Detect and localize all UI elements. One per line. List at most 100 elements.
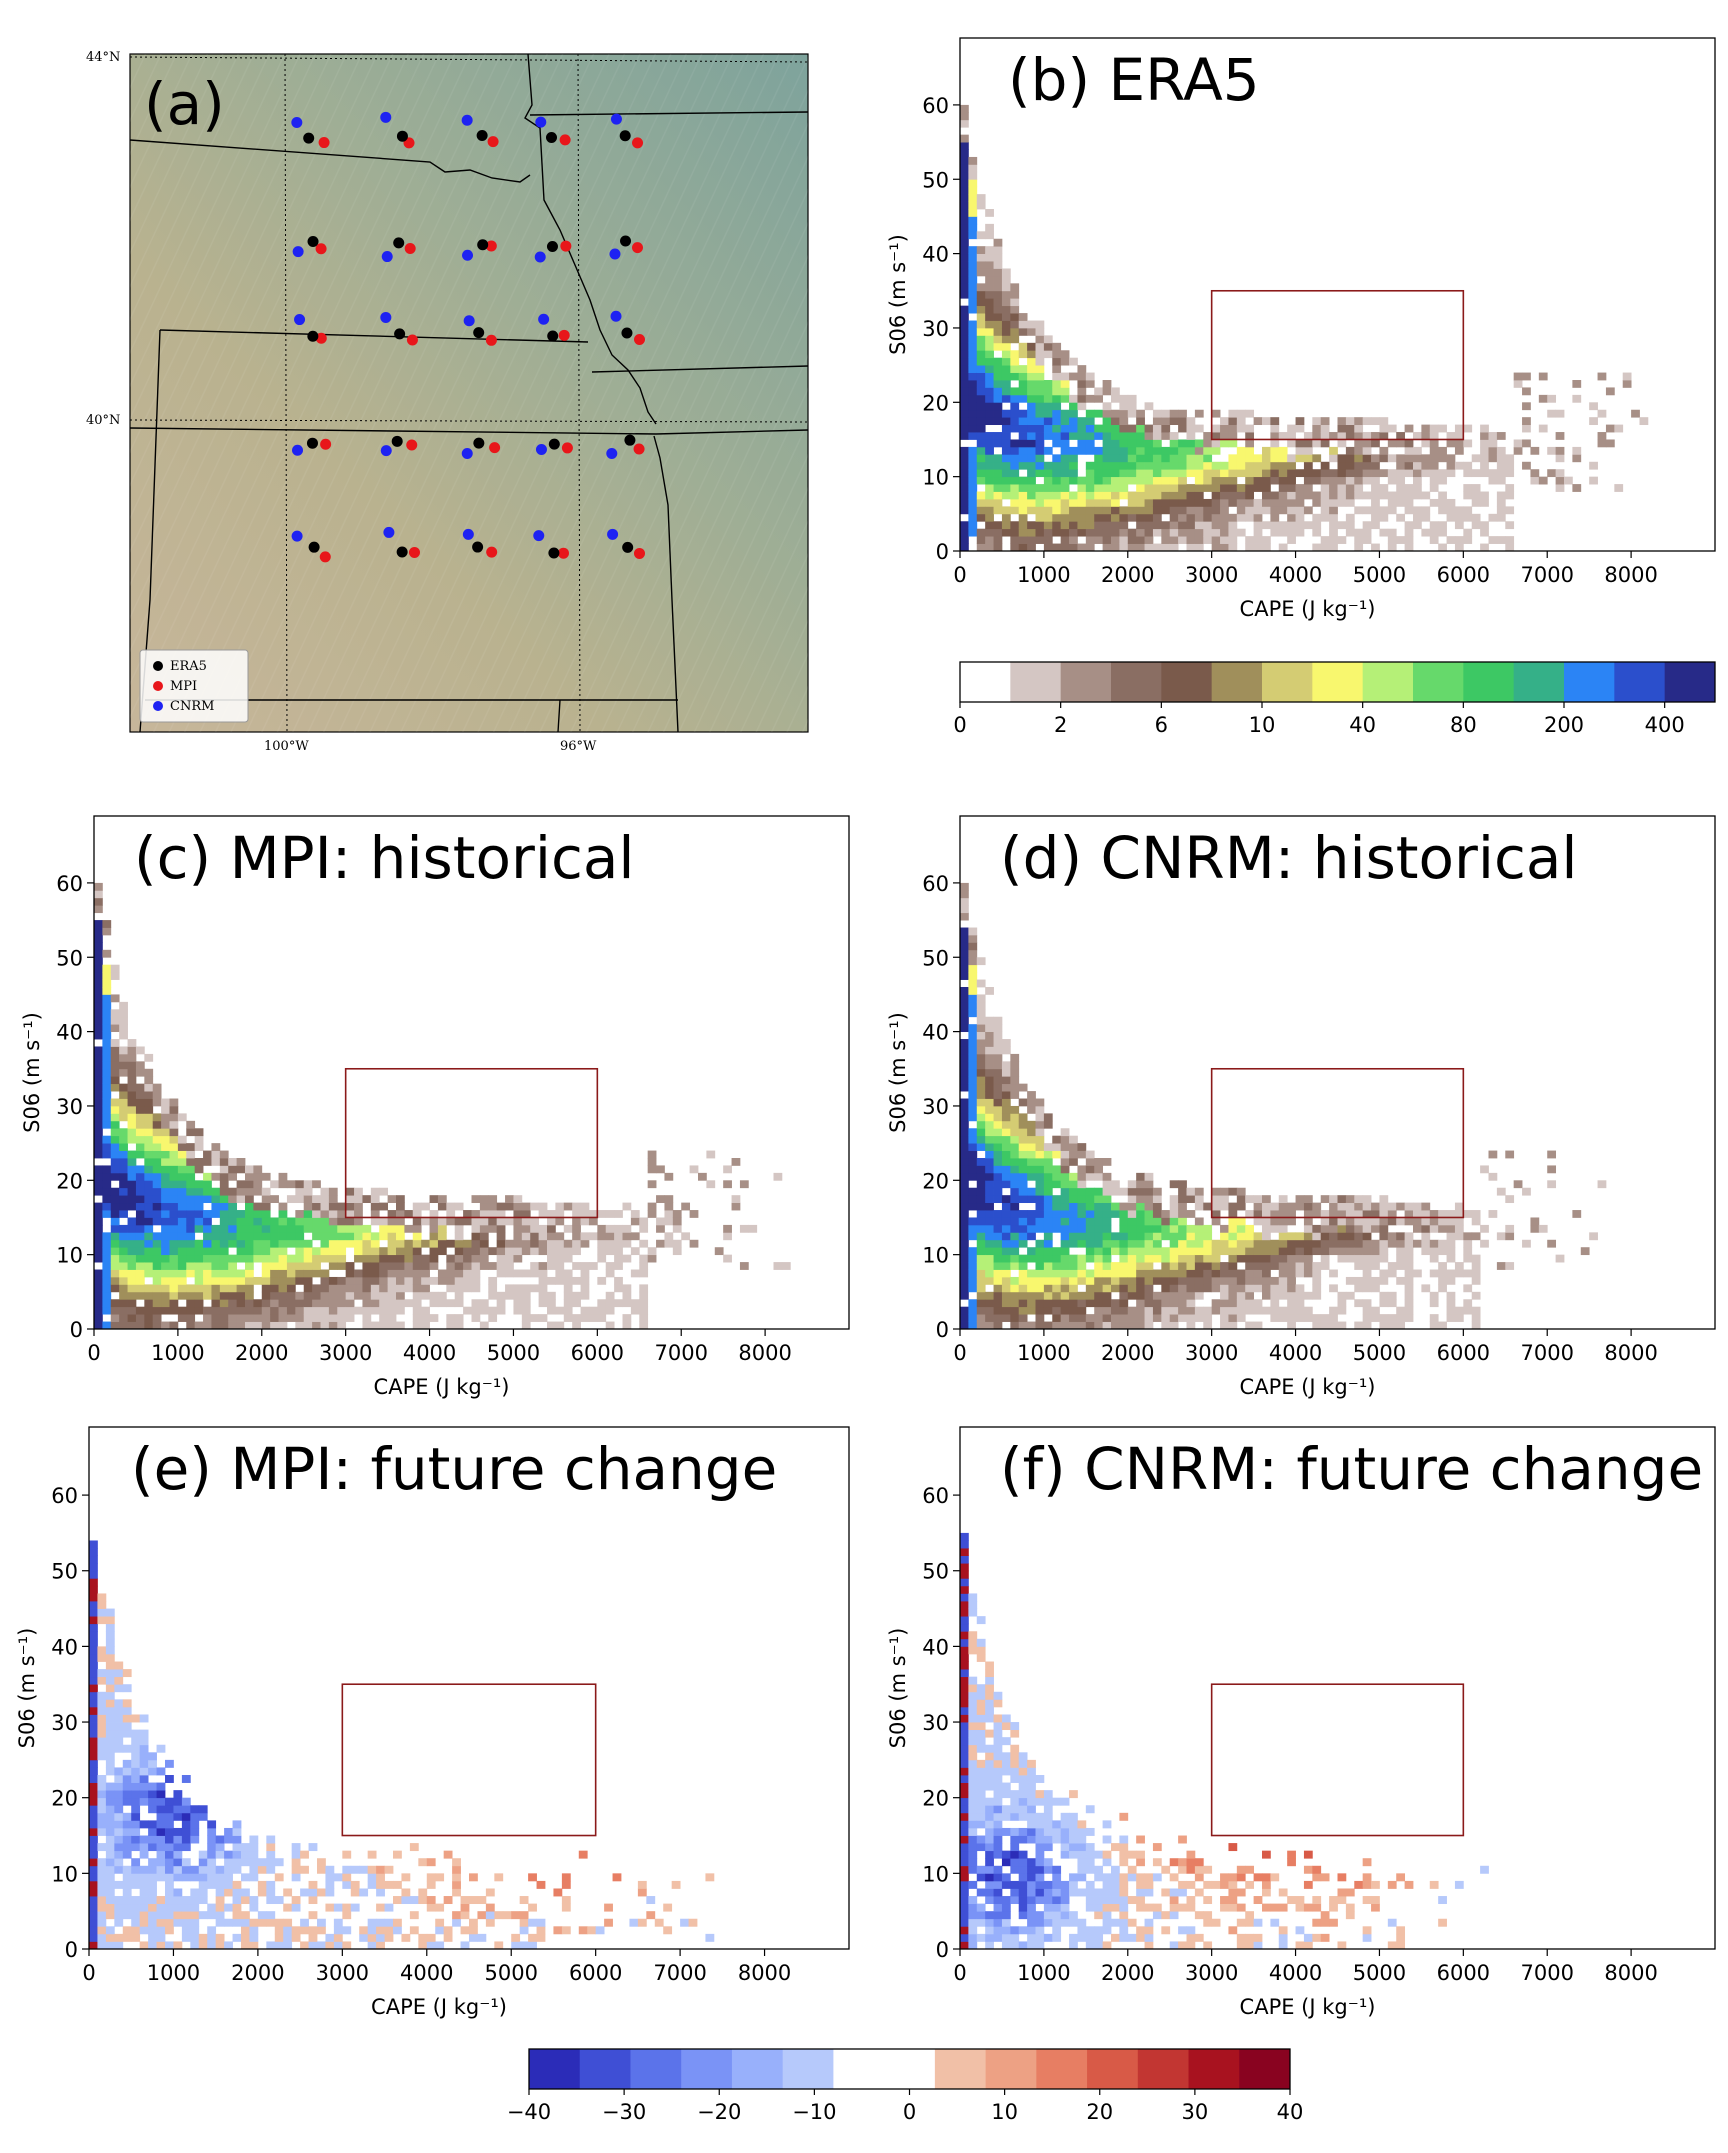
heatmap-cell	[1480, 469, 1489, 478]
heatmap-cell	[1178, 461, 1187, 470]
heatmap-cell	[993, 1180, 1003, 1189]
heatmap-cell	[215, 1888, 225, 1897]
heatmap-cell	[630, 1232, 640, 1241]
heatmap-cell	[1270, 1254, 1280, 1263]
heatmap-cell	[1236, 491, 1246, 500]
heatmap-cell	[1102, 454, 1112, 463]
heatmap-cell	[1060, 491, 1070, 500]
heatmap-cell	[325, 1903, 335, 1912]
heatmap-cell	[1161, 469, 1171, 478]
heatmap-cell	[135, 1172, 145, 1181]
heatmap-cell	[985, 1941, 994, 1950]
heatmap-cell	[1203, 484, 1213, 492]
heatmap-cell	[1027, 1269, 1036, 1278]
heatmap-cell	[94, 1172, 103, 1181]
heatmap-cell	[519, 1941, 529, 1950]
heatmap-cell	[110, 1150, 120, 1159]
heatmap-cell	[1010, 1858, 1020, 1867]
heatmap-cell	[161, 1150, 170, 1159]
heatmap-cell	[105, 1729, 115, 1738]
heatmap-cell	[1060, 543, 1070, 552]
heatmap-cell	[1505, 1195, 1515, 1204]
heatmap-cell	[257, 1880, 267, 1889]
heatmap-cell	[1018, 1865, 1028, 1874]
heatmap-cell	[1178, 484, 1187, 492]
heatmap-cell	[1203, 1314, 1213, 1322]
heatmap-cell	[207, 1911, 217, 1920]
heatmap-cell	[278, 1314, 288, 1322]
heatmap-cell	[1312, 1210, 1322, 1218]
heatmap-cell	[960, 1873, 969, 1882]
heatmap-cell	[1144, 1262, 1154, 1270]
heatmap-cell	[985, 1135, 994, 1144]
heatmap-cell	[960, 949, 969, 958]
heatmap-cell	[1329, 528, 1338, 537]
heatmap-cell	[186, 1254, 196, 1263]
heatmap-cell	[1152, 1306, 1162, 1315]
heatmap-cell	[1270, 1306, 1280, 1315]
heatmap-cell	[1119, 513, 1129, 522]
heatmap-cell	[976, 313, 986, 321]
heatmap-cell	[1169, 446, 1179, 455]
heatmap-cell	[1077, 1172, 1087, 1181]
heatmap-cell	[960, 1001, 969, 1010]
panel-c: 0 1000 2000 3000 4000 5000 6000 7000 80000102030…	[20, 815, 850, 1399]
heatmap-cell	[572, 1247, 581, 1256]
heatmap-cell	[1597, 439, 1607, 448]
heatmap-cell	[245, 1224, 254, 1233]
heatmap-cell	[1010, 1865, 1020, 1874]
heatmap-cell	[421, 1276, 430, 1285]
heatmap-cell	[278, 1306, 288, 1315]
heatmap-cell	[1278, 1306, 1288, 1315]
heatmap-cell	[177, 1239, 187, 1248]
heatmap-cell	[1169, 461, 1179, 470]
heatmap-cell	[443, 1896, 453, 1905]
heatmap-cell	[186, 1172, 196, 1181]
heatmap-cell	[1010, 1306, 1020, 1315]
heatmap-cell	[261, 1254, 271, 1263]
heatmap-cell	[320, 1210, 330, 1218]
heatmap-cell	[165, 1843, 174, 1852]
heatmap-cell	[144, 1232, 154, 1241]
heatmap-cell	[960, 1083, 969, 1092]
heatmap-cell	[1027, 320, 1036, 329]
heatmap-cell	[1312, 491, 1322, 500]
heatmap-cell	[328, 1232, 338, 1241]
station-dot-mpi	[318, 137, 330, 149]
heatmap-cell	[135, 1105, 145, 1114]
heatmap-cell	[1010, 1165, 1020, 1174]
heatmap-cell	[985, 1684, 994, 1693]
heatmap-cell	[496, 1239, 506, 1248]
heatmap-cell	[960, 1737, 969, 1746]
heatmap-cell	[110, 1321, 120, 1330]
heatmap-cell	[976, 1180, 986, 1189]
heatmap-cell	[404, 1262, 414, 1270]
heatmap-cell	[1010, 1759, 1020, 1768]
heatmap-cell	[469, 1918, 478, 1927]
heatmap-cell	[1111, 461, 1120, 470]
heatmap-cell	[345, 1224, 355, 1233]
heatmap-cell	[169, 1217, 179, 1226]
heatmap-cell	[1035, 350, 1045, 359]
heatmap-cell	[190, 1941, 200, 1950]
heatmap-cell	[960, 1903, 969, 1912]
heatmap-cell	[993, 1714, 1003, 1723]
heatmap-cell	[102, 1091, 112, 1099]
heatmap-cell	[1001, 1782, 1011, 1791]
heatmap-cell	[1597, 372, 1607, 381]
heatmap-cell	[555, 1232, 565, 1241]
heatmap-cell	[1220, 1247, 1229, 1256]
heatmap-cell	[119, 1291, 128, 1300]
heatmap-cell	[219, 1150, 229, 1159]
heatmap-cell	[261, 1276, 271, 1285]
heatmap-cell	[1186, 1291, 1196, 1300]
heatmap-cell	[960, 1105, 969, 1114]
heatmap-cell	[131, 1744, 141, 1753]
heatmap-cell	[203, 1180, 212, 1189]
heatmap-cell	[144, 1068, 154, 1077]
heatmap-cell	[169, 1239, 179, 1248]
heatmap-cell	[1136, 1314, 1145, 1322]
heatmap-cell	[412, 1262, 422, 1270]
heatmap-cell	[1329, 521, 1338, 530]
heatmap-cell	[1194, 536, 1204, 544]
